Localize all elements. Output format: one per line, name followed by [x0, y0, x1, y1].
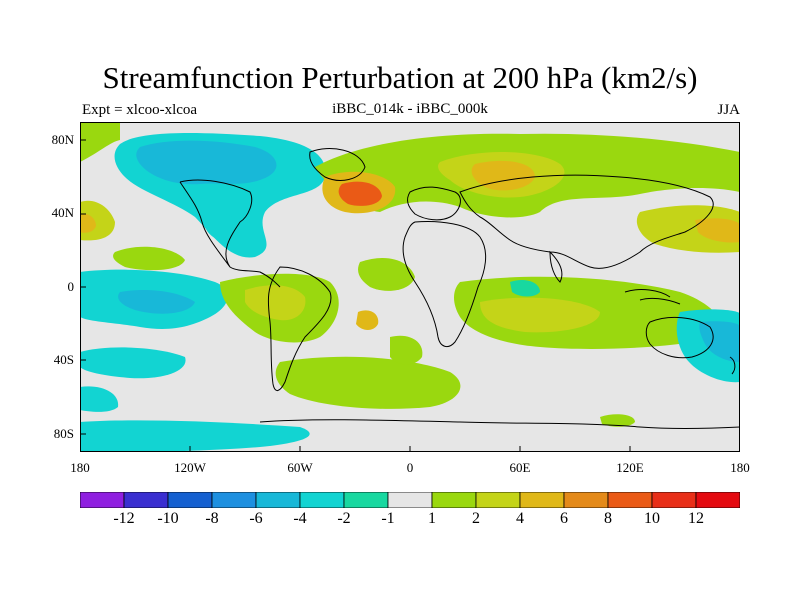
colorbar-tick-label: -10 [157, 510, 179, 527]
colorbar-swatch-11 [563, 492, 609, 508]
colorbar-tick-label: 8 [604, 510, 612, 527]
colorbar-swatch-9 [475, 492, 521, 508]
colorbar-swatch-13 [651, 492, 697, 508]
colorbar-swatch-5 [299, 492, 345, 508]
colorbar-swatch-2 [167, 492, 213, 508]
lon-label-120w: 120W [174, 460, 206, 475]
colorbar-tick-label: 2 [472, 510, 480, 527]
coast-antarctica [259, 419, 740, 430]
contour-antarctic-cyan [80, 420, 310, 452]
map-ticks [80, 139, 631, 452]
contour-so-teal-3 [699, 321, 740, 362]
contour-southern-lime [275, 356, 461, 409]
lat-label-80s: 80S [53, 426, 74, 441]
contour-pacific-lime [113, 246, 185, 271]
contour-west-orange [80, 213, 96, 233]
contour-trop-teal [118, 290, 195, 314]
contour-so-cyan-2 [80, 386, 119, 412]
contour-sa-gold [356, 310, 379, 330]
contour-eurasia-orange [471, 160, 535, 191]
colorbar-swatch-12 [607, 492, 653, 508]
lon-label-120e: 120E [616, 460, 644, 475]
contour-africa-lime [358, 257, 415, 291]
colorbar-tick-label: -2 [337, 510, 351, 527]
colorbar-swatch-7 [387, 492, 433, 508]
coastlines [179, 148, 740, 430]
contour-io-gold [480, 297, 600, 333]
difference-label: iBBC_014k - iBBC_000k [332, 101, 488, 117]
colorbar-tick-label: -4 [293, 510, 307, 527]
colorbar-swatch-8 [431, 492, 477, 508]
lon-label-60e: 60E [509, 460, 531, 475]
colorbar-swatch-6 [343, 492, 389, 508]
coast-south-america [267, 266, 332, 391]
lat-label-40n: 40N [51, 205, 74, 220]
coast-india [549, 250, 563, 283]
colorbar-tick-label: -6 [249, 510, 263, 527]
colorbar-tick-label: 12 [688, 510, 704, 527]
contour-atlantic-orange [338, 181, 382, 206]
coast-greenland [309, 148, 366, 181]
lon-label-0: 0 [406, 460, 414, 475]
lat-label-80n: 80N [51, 132, 74, 147]
coast-australia [645, 317, 714, 359]
lon-label-180e: 180 [730, 460, 750, 475]
map-svg [80, 122, 740, 452]
contour-io-green [510, 280, 540, 297]
map-panel [80, 122, 740, 452]
contour-sa-olive [245, 285, 306, 321]
anomaly-field [80, 122, 740, 452]
colorbar-tick-label: 4 [516, 510, 524, 527]
colorbar-swatch-10 [519, 492, 565, 508]
colorbar [80, 492, 740, 508]
colorbar-tick-label: 6 [560, 510, 568, 527]
coast-indonesia [624, 289, 681, 305]
contour-so-lime-small [600, 414, 635, 427]
season-label: JJA [717, 102, 740, 118]
colorbar-tick-label: -12 [113, 510, 135, 527]
contour-wpac-gold [636, 205, 740, 253]
coast-north-america [179, 179, 281, 288]
colorbar-swatch-0 [80, 492, 125, 508]
coast-europe [407, 186, 461, 221]
colorbar-tick-label: 1 [428, 510, 436, 527]
colorbar-swatch-1 [123, 492, 169, 508]
colorbar-tick-label: -8 [205, 510, 219, 527]
contour-so-cyan-1 [80, 347, 186, 379]
colorbar-tick-label: 10 [644, 510, 660, 527]
contour-na-teal [136, 140, 277, 185]
coast-new-zealand [729, 356, 736, 375]
coast-asia [459, 174, 714, 269]
lon-label-180w: 180 [70, 460, 90, 475]
contour-wpac-orange [695, 218, 740, 243]
lat-label-40s: 40S [53, 352, 74, 367]
lat-label-0: 0 [67, 279, 75, 294]
contour-polar-green [80, 122, 120, 162]
colorbar-swatch-14 [695, 492, 740, 508]
colorbar-swatch-4 [255, 492, 301, 508]
colorbar-tick-label: -1 [381, 510, 395, 527]
coast-africa [402, 221, 487, 348]
contour-southern-left [390, 335, 423, 365]
plot-title: Streamfunction Perturbation at 200 hPa (… [102, 60, 698, 95]
colorbar-swatch-3 [211, 492, 257, 508]
experiment-label: Expt = xlcoo-xlcoa [82, 102, 198, 118]
lon-label-60w: 60W [287, 460, 313, 475]
